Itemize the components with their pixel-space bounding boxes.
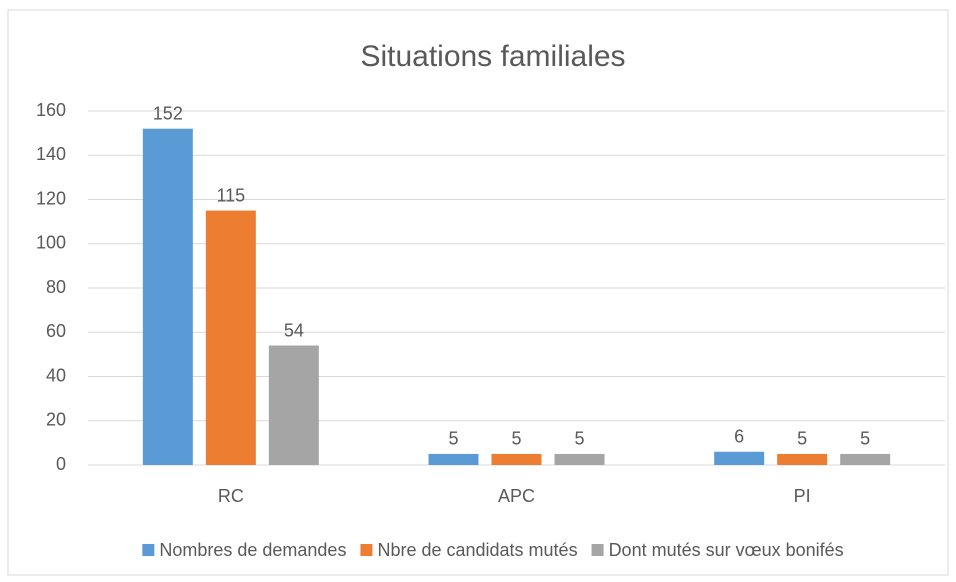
data-label: 5 <box>574 429 584 449</box>
x-tick-label: APC <box>498 486 535 506</box>
y-tick-label: 60 <box>46 321 66 341</box>
bar <box>491 453 542 465</box>
y-tick-label: 140 <box>36 144 66 164</box>
legend-swatch <box>360 544 373 556</box>
bar <box>840 453 891 465</box>
x-tick-label: PI <box>794 486 811 506</box>
data-label: 152 <box>153 103 183 123</box>
data-label: 5 <box>797 429 807 449</box>
y-tick-label: 120 <box>36 188 66 208</box>
chart-title: Situations familiales <box>360 40 625 73</box>
y-tick-label: 20 <box>46 410 66 430</box>
bar <box>428 453 479 465</box>
data-label: 5 <box>511 429 521 449</box>
y-tick-label: 0 <box>56 454 66 474</box>
y-tick-label: 160 <box>36 100 66 120</box>
data-label: 5 <box>448 429 458 449</box>
data-label: 54 <box>284 320 304 340</box>
legend-label: Dont mutés sur vœux bonifés <box>609 540 844 560</box>
x-tick-label: RC <box>218 486 244 506</box>
legend-label: Nbre de candidats mutés <box>377 540 577 560</box>
legend-swatch <box>591 544 604 556</box>
bar <box>714 451 765 465</box>
legend-label: Nombres de demandes <box>159 540 346 560</box>
y-tick-label: 80 <box>46 277 66 297</box>
y-tick-label: 40 <box>46 365 66 385</box>
bar <box>205 210 256 465</box>
bar <box>777 453 828 465</box>
data-label: 115 <box>216 185 245 205</box>
y-tick-label: 100 <box>36 233 66 253</box>
legend-swatch <box>142 544 155 556</box>
bar <box>268 345 319 465</box>
data-label: 6 <box>734 426 744 446</box>
bar <box>142 128 193 465</box>
bar <box>554 453 605 465</box>
data-label: 5 <box>860 429 870 449</box>
